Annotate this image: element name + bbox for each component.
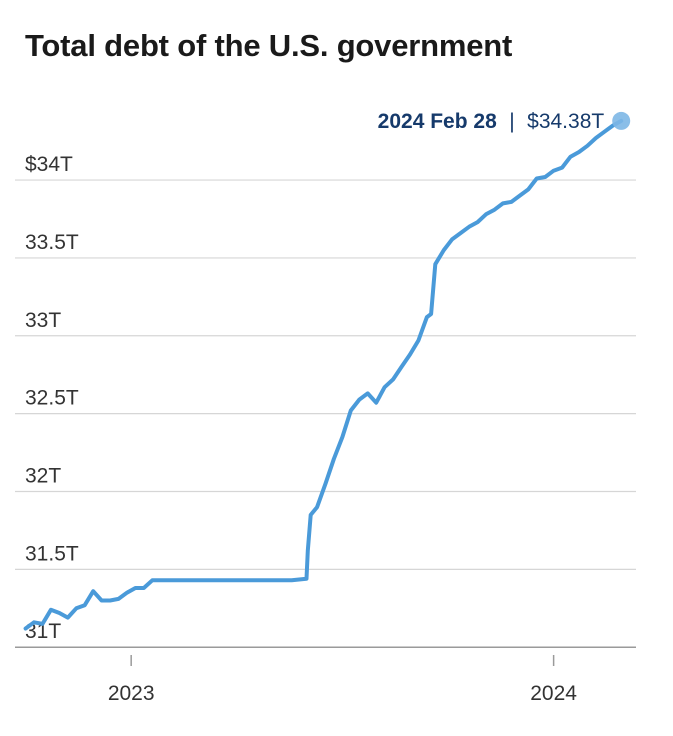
- y-tick-label: 33.5T: [25, 231, 79, 254]
- callout-date: 2024 Feb 28: [378, 110, 497, 133]
- x-tick-label: 2024: [530, 682, 577, 705]
- callout-value: $34.38T: [527, 110, 604, 133]
- y-tick-label: $34T: [25, 153, 73, 176]
- latest-value-callout: 2024 Feb 28 | $34.38T: [378, 110, 605, 133]
- y-tick-label: 33T: [25, 309, 61, 332]
- y-tick-label: 31T: [25, 620, 61, 643]
- latest-point-marker: [612, 111, 631, 130]
- y-tick-label: 32.5T: [25, 387, 79, 410]
- debt-series-line: [23, 118, 624, 631]
- chart-title: Total debt of the U.S. government: [25, 28, 513, 63]
- x-tick-label: 2023: [108, 682, 155, 705]
- callout-separator: |: [509, 110, 514, 133]
- y-tick-label: 31.5T: [25, 542, 79, 565]
- y-tick-label: 32T: [25, 465, 61, 488]
